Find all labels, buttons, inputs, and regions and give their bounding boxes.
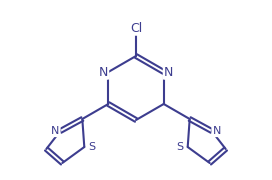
Text: N: N — [212, 126, 221, 136]
Text: N: N — [51, 126, 60, 136]
Text: Cl: Cl — [130, 21, 142, 35]
Text: N: N — [98, 66, 108, 78]
Text: S: S — [176, 142, 183, 152]
Text: S: S — [89, 142, 96, 152]
Text: N: N — [164, 66, 174, 78]
